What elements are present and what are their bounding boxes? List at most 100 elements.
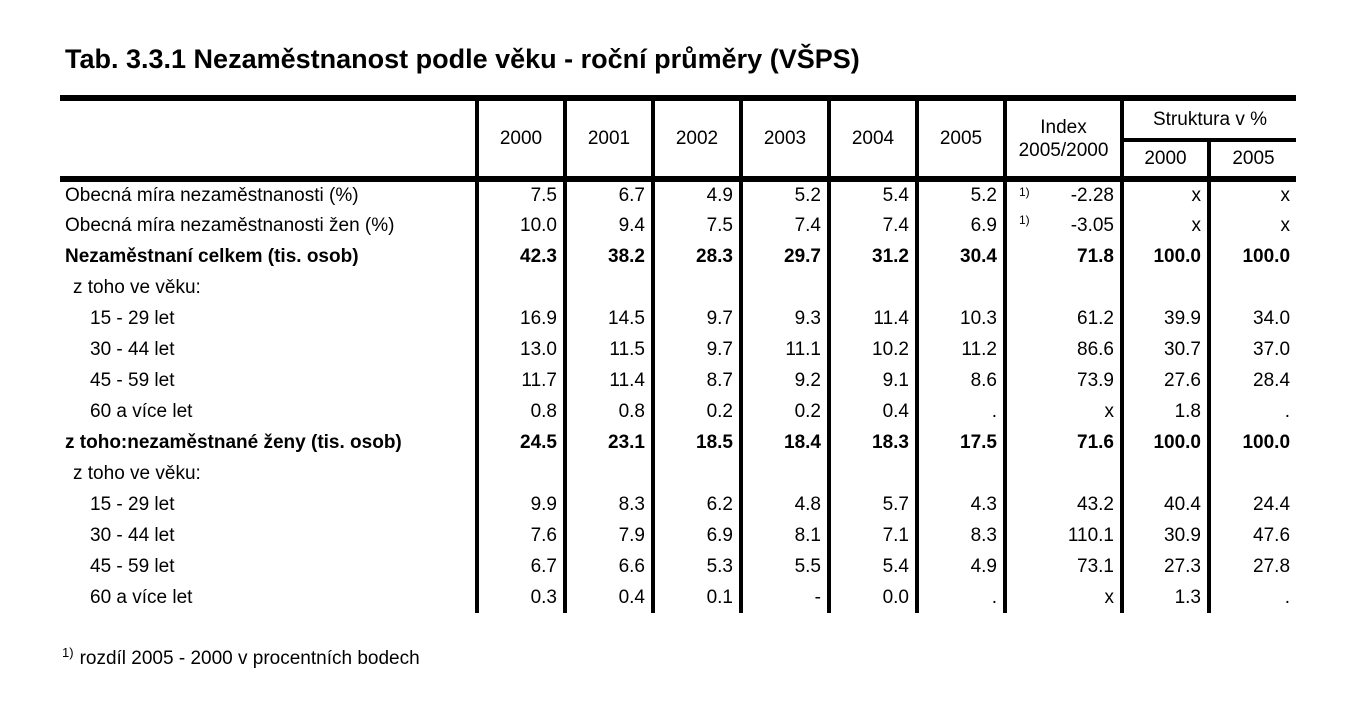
value-cell-2002: 7.5 [651,210,741,241]
struktura-2005-cell: 100.0 [1206,241,1297,272]
value-cell-2004: 9.1 [827,365,917,396]
row-label: z toho ve věku: [73,462,201,484]
year-header-2002: 2002 [651,95,741,182]
index-value: -3.05 [1070,214,1114,236]
value-cell-2004: 5.7 [827,489,917,520]
unemployment-table: 2000 2001 2002 2003 2004 2005 Index 2005… [60,95,1297,613]
row-label: 30 - 44 let [90,524,175,546]
table-row: 45 - 59 let 6.7 6.6 5.3 5.5 5.4 4.9 73.1… [60,551,1297,582]
struktura-2005-cell: 24.4 [1206,489,1297,520]
value-cell-2001: 0.4 [563,582,653,613]
value-cell-2000: 24.5 [475,427,565,458]
value-cell-2002: 9.7 [651,303,741,334]
value-cell-2003: 9.2 [739,365,829,396]
struktura-2005-cell: x [1206,210,1297,241]
index-cell: 71.6 [1003,427,1122,458]
value-cell-2005: 4.3 [915,489,1005,520]
value-cell-2000 [475,272,565,303]
index-cell: 73.9 [1003,365,1122,396]
struktura-2005-cell: x [1206,179,1297,210]
index-value: x [1104,400,1115,422]
value-cell-2005: 5.2 [915,179,1005,210]
value-cell-2000: 11.7 [475,365,565,396]
row-label: z toho:nezaměstnané ženy (tis. osob) [65,431,402,453]
row-label: 60 a více let [90,400,193,422]
value-cell-2002: 6.9 [651,520,741,551]
struktura-2005-cell: 37.0 [1206,334,1297,365]
value-cell-2003: 5.2 [739,179,829,210]
row-label: 15 - 29 let [90,493,175,515]
index-cell: x [1003,582,1122,613]
struktura-2005-cell [1206,458,1297,489]
value-cell-2001: 0.8 [563,396,653,427]
value-cell-2004: 11.4 [827,303,917,334]
value-cell-2003: - [739,582,829,613]
value-cell-2004: 0.0 [827,582,917,613]
struktura-year-2005-header: 2005 [1206,140,1297,182]
struktura-2000-cell [1120,458,1209,489]
value-cell-2005: 30.4 [915,241,1005,272]
value-cell-2002: 4.9 [651,179,741,210]
footnote-marker: 1) [1019,213,1030,227]
value-cell-2003: 5.5 [739,551,829,582]
index-cell: 43.2 [1003,489,1122,520]
year-header-2005: 2005 [915,95,1005,182]
index-value: x [1104,586,1115,608]
value-cell-2003 [739,272,829,303]
index-header-line2: 2005/2000 [1018,139,1109,161]
value-cell-2004: 7.4 [827,210,917,241]
table-row: z toho ve věku: [60,272,1297,303]
table-body: Obecná míra nezaměstnanosti (%) 7.5 6.7 … [60,179,1297,613]
value-cell-2000: 0.3 [475,582,565,613]
value-cell-2004: 0.4 [827,396,917,427]
row-label: 30 - 44 let [90,338,175,360]
table-row: Obecná míra nezaměstnanosti žen (%) 10.0… [60,210,1297,241]
table-row: 45 - 59 let 11.7 11.4 8.7 9.2 9.1 8.6 73… [60,365,1297,396]
table-row: 15 - 29 let 9.9 8.3 6.2 4.8 5.7 4.3 43.2… [60,489,1297,520]
year-header-2003: 2003 [739,95,829,182]
index-value: -2.28 [1070,185,1114,206]
value-cell-2003 [739,458,829,489]
value-cell-2003: 7.4 [739,210,829,241]
value-cell-2001: 11.4 [563,365,653,396]
value-cell-2003: 11.1 [739,334,829,365]
index-cell: 110.1 [1003,520,1122,551]
struktura-2005-cell [1206,272,1297,303]
row-label: 45 - 59 let [90,369,175,391]
row-label: 60 a více let [90,586,193,608]
index-cell: 1) -3.05 [1003,210,1122,241]
value-cell-2004: 31.2 [827,241,917,272]
value-cell-2005: 11.2 [915,334,1005,365]
value-cell-2001: 38.2 [563,241,653,272]
table-row: z toho ve věku: [60,458,1297,489]
index-cell: 73.1 [1003,551,1122,582]
unemployment-table-wrap: 2000 2001 2002 2003 2004 2005 Index 2005… [60,95,1297,613]
index-value: 71.6 [1077,431,1114,453]
footnote-marker: 1) [62,644,74,660]
value-cell-2002: 8.7 [651,365,741,396]
struktura-2005-cell: 28.4 [1206,365,1297,396]
value-cell-2005: 4.9 [915,551,1005,582]
table-row: 60 a více let 0.3 0.4 0.1 - 0.0 . x 1.3 … [60,582,1297,613]
value-cell-2000: 7.6 [475,520,565,551]
struktura-2000-cell: 39.9 [1120,303,1209,334]
value-cell-2004: 7.1 [827,520,917,551]
value-cell-2001 [563,272,653,303]
struktura-2000-cell: x [1120,210,1209,241]
struktura-2000-cell [1120,272,1209,303]
value-cell-2005: . [915,396,1005,427]
value-cell-2001: 7.9 [563,520,653,551]
index-header-line1: Index [1040,116,1087,138]
value-cell-2005: 10.3 [915,303,1005,334]
row-label: 45 - 59 let [90,555,175,577]
value-cell-2003: 8.1 [739,520,829,551]
value-cell-2002: 5.3 [651,551,741,582]
table-row: 30 - 44 let 13.0 11.5 9.7 11.1 10.2 11.2… [60,334,1297,365]
struktura-2000-cell: x [1120,179,1209,210]
value-cell-2001: 14.5 [563,303,653,334]
row-label: z toho ve věku: [73,276,201,298]
index-value: 71.8 [1077,245,1114,267]
value-cell-2000: 42.3 [475,241,565,272]
row-label: Obecná míra nezaměstnanosti (%) [65,185,359,206]
struktura-2005-cell: 47.6 [1206,520,1297,551]
